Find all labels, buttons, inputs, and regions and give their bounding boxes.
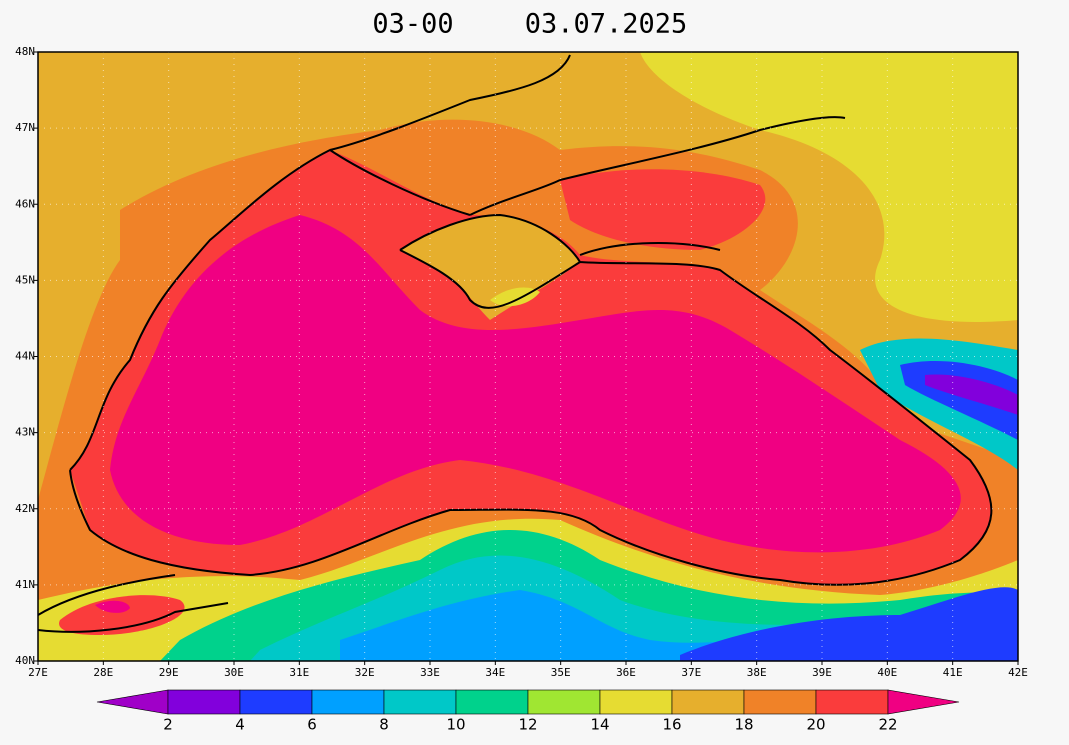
lon-label: 36E xyxy=(616,666,636,679)
colorbar-label: 6 xyxy=(307,716,317,734)
colorbar-segment xyxy=(815,689,889,715)
lon-label: 41E xyxy=(943,666,963,679)
lon-label: 39E xyxy=(812,666,832,679)
colorbar-label: 14 xyxy=(590,716,609,734)
colorbar-segment xyxy=(599,689,673,715)
colorbar-label: 18 xyxy=(734,716,753,734)
colorbar-label: 16 xyxy=(662,716,681,734)
lon-label: 42E xyxy=(1008,666,1028,679)
lon-label: 32E xyxy=(355,666,375,679)
colorbar-segment xyxy=(311,689,385,715)
colorbar-lower-triangle xyxy=(96,689,169,715)
colorbar-label: 12 xyxy=(518,716,537,734)
colorbar-segment xyxy=(527,689,601,715)
colorbar-label: 8 xyxy=(379,716,389,734)
lon-label: 35E xyxy=(551,666,571,679)
lat-label: 48N xyxy=(15,45,35,58)
colorbar-segment xyxy=(743,689,817,715)
lat-label: 44N xyxy=(15,350,35,363)
lat-label: 47N xyxy=(15,121,35,134)
lon-label: 27E xyxy=(28,666,48,679)
lon-label: 33E xyxy=(420,666,440,679)
lat-label: 41N xyxy=(15,578,35,591)
title-time: 03-00 xyxy=(372,9,453,40)
lon-label: 37E xyxy=(681,666,701,679)
lat-label: 42N xyxy=(15,502,35,515)
colorbar-segment xyxy=(239,689,313,715)
lon-label: 38E xyxy=(747,666,767,679)
colorbar-segment xyxy=(671,689,745,715)
colorbar-label: 10 xyxy=(446,716,465,734)
colorbar-label: 2 xyxy=(163,716,173,734)
lat-label: 43N xyxy=(15,426,35,439)
lon-label: 28E xyxy=(93,666,113,679)
lon-label: 40E xyxy=(877,666,897,679)
title-date: 03.07.2025 xyxy=(525,9,688,40)
colorbar-label: 22 xyxy=(878,716,897,734)
colorbar-label: 20 xyxy=(806,716,825,734)
colorbar-segment xyxy=(455,689,529,715)
colorbar-upper-triangle xyxy=(887,689,960,715)
lat-label: 40N xyxy=(15,654,35,667)
colorbar-segment xyxy=(167,689,241,715)
lat-label: 45N xyxy=(15,273,35,286)
colorbar: 2 4 6 8 10 12 14 16 18 20 22 xyxy=(96,689,960,734)
lat-label: 46N xyxy=(15,197,35,210)
lon-label: 30E xyxy=(224,666,244,679)
colorbar-label: 4 xyxy=(235,716,245,734)
graticule xyxy=(38,52,1018,661)
lon-label: 29E xyxy=(159,666,179,679)
lon-label: 34E xyxy=(485,666,505,679)
lon-label: 31E xyxy=(289,666,309,679)
colorbar-segment xyxy=(383,689,457,715)
map-field xyxy=(38,52,1018,661)
